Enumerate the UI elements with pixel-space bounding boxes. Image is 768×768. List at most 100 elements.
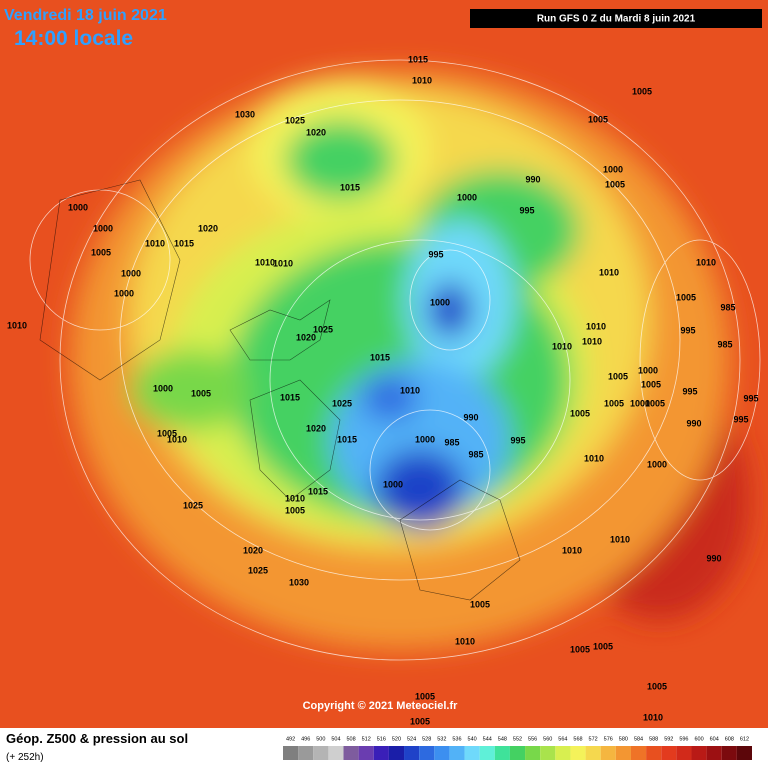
- pressure-label: 1005: [570, 644, 590, 654]
- legend-label: 552: [513, 736, 522, 742]
- pressure-label: 990: [686, 418, 701, 428]
- pressure-label: 1005: [588, 114, 608, 124]
- legend: 492 496 500 504 508 512 516 520 524 528 532 536 540 5…: [283, 736, 752, 760]
- run-box: [470, 9, 762, 28]
- pressure-label: 1005: [632, 86, 652, 96]
- legend-label: 540: [468, 736, 477, 742]
- legend-swatch: [404, 746, 420, 760]
- pressure-label: 1000: [638, 365, 658, 375]
- legend-swatch: [358, 746, 374, 760]
- pressure-label: 1000: [93, 223, 113, 233]
- legend-swatch: [328, 746, 344, 760]
- legend-swatch: [388, 746, 405, 760]
- pressure-label: 1005: [570, 408, 590, 418]
- legend-swatch: [585, 746, 601, 760]
- legend-swatch: [555, 746, 571, 760]
- pressure-label: 1005: [645, 398, 665, 408]
- legend-swatch: [464, 746, 480, 760]
- isobars: [29, 59, 761, 661]
- pressure-label: 1005: [605, 179, 625, 189]
- legend-label: 568: [573, 736, 582, 742]
- legend-swatch: [509, 746, 526, 760]
- legend-swatch: [676, 746, 692, 760]
- legend-swatch: [373, 746, 389, 760]
- legend-swatch: [313, 746, 329, 760]
- pressure-label: 1000: [415, 434, 435, 444]
- pressure-label: 1025: [183, 500, 203, 510]
- pressure-label: 1015: [408, 54, 428, 64]
- pressure-label: 1010: [582, 336, 602, 346]
- legend-label: 576: [604, 736, 613, 742]
- legend-label: 560: [543, 736, 552, 742]
- legend-label: 544: [483, 736, 492, 742]
- pressure-label: 995: [680, 325, 695, 335]
- pressure-label: 1000: [630, 398, 650, 408]
- legend-swatch: [525, 746, 541, 760]
- pressure-label: 1010: [167, 434, 187, 444]
- pressure-label: 1010: [273, 258, 293, 268]
- pressure-label: 1015: [174, 238, 194, 248]
- legend-label: 608: [725, 736, 734, 742]
- pressure-label: 1010: [584, 453, 604, 463]
- legend-label: 596: [679, 736, 688, 742]
- pressure-label: 1020: [198, 223, 218, 233]
- pressure-label: 1015: [337, 434, 357, 444]
- pressure-label: 1005: [285, 505, 305, 515]
- legend-label: 536: [452, 736, 461, 742]
- pressure-label: 1025: [313, 324, 333, 334]
- pressure-label: 1025: [332, 398, 352, 408]
- pressure-label: 990: [463, 412, 478, 422]
- pressure-label: 1025: [285, 115, 305, 125]
- pressure-label: 995: [743, 393, 758, 403]
- legend-swatch: [494, 746, 510, 760]
- pressure-label: 1010: [552, 341, 572, 351]
- legend-swatch: [600, 746, 616, 760]
- legend-swatch: [298, 746, 314, 760]
- legend-swatch: [630, 746, 647, 760]
- pressure-label: 995: [682, 386, 697, 396]
- pressure-label: 985: [468, 449, 483, 459]
- pressure-label: 1030: [289, 577, 309, 587]
- pressure-label: 1005: [641, 379, 661, 389]
- legend-label: 600: [694, 736, 703, 742]
- legend-swatch: [449, 746, 465, 760]
- time: 14:00 locale: [14, 27, 133, 50]
- legend-label: 508: [346, 736, 355, 742]
- coastlines: [39, 179, 521, 601]
- legend-label: 584: [634, 736, 643, 742]
- legend-label: 572: [589, 736, 598, 742]
- legend-label: 504: [331, 736, 340, 742]
- pressure-label: 1005: [608, 371, 628, 381]
- pressure-label: 985: [720, 302, 735, 312]
- pressure-label: 1005: [410, 716, 430, 726]
- run-info: Run GFS 0 Z du Mardi 8 juin 2021: [537, 14, 696, 25]
- pressure-label: 1015: [370, 352, 390, 362]
- pressure-label: 985: [717, 339, 732, 349]
- pressure-label: 1010: [586, 321, 606, 331]
- pressure-label: 1020: [296, 332, 316, 342]
- legend-label: 512: [362, 736, 371, 742]
- legend-swatch: [283, 746, 299, 760]
- pressure-label: 1000: [383, 479, 403, 489]
- legend-label: 528: [422, 736, 431, 742]
- pressure-label: 1000: [647, 459, 667, 469]
- pressure-label: 1005: [157, 428, 177, 438]
- legend-swatch: [691, 746, 707, 760]
- pressure-label: 1030: [235, 109, 255, 119]
- pressure-label: 1005: [415, 691, 435, 701]
- date: Vendredi 18 juin 2021: [4, 7, 167, 24]
- legend-swatch: [721, 746, 737, 760]
- legend-label: 612: [740, 736, 749, 742]
- legend-swatch: [479, 746, 495, 760]
- pressure-label: 990: [706, 553, 721, 563]
- legend-swatch: [434, 746, 450, 760]
- pressure-label: 1005: [191, 388, 211, 398]
- pressure-label: 1025: [248, 565, 268, 575]
- pressure-label: 1010: [255, 257, 275, 267]
- pressure-label: 1005: [470, 599, 490, 609]
- pressure-label: 995: [519, 205, 534, 215]
- legend-swatch: [646, 746, 662, 760]
- legend-label: 496: [301, 736, 310, 742]
- pressure-label: 995: [733, 414, 748, 424]
- pressure-label: 990: [525, 174, 540, 184]
